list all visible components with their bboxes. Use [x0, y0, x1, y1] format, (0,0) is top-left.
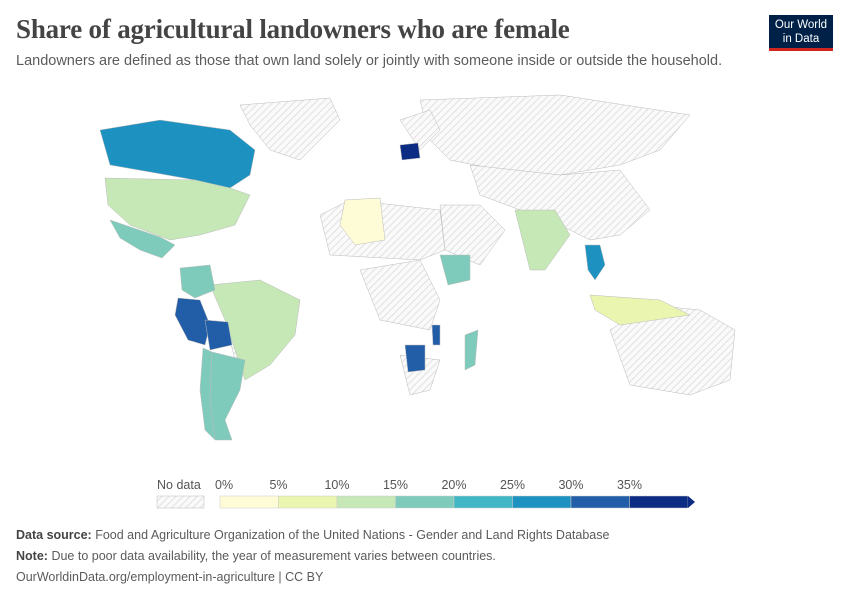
no-data-greenland[interactable]: [239, 97, 341, 161]
country-chile[interactable]: [199, 347, 216, 441]
country-botswana[interactable]: [404, 344, 426, 373]
legend-tick-label: 20%: [441, 478, 466, 492]
country-malawi[interactable]: [431, 324, 441, 346]
legend-tick-label: 5%: [269, 478, 287, 492]
note: Note: Due to poor data availability, the…: [16, 549, 496, 563]
legend-bin-swatch: [629, 495, 689, 509]
world-map[interactable]: No data 0% 5% 10% 15% 20% 25% 30% 35%: [0, 90, 850, 510]
chart-title: Share of agricultural landowners who are…: [16, 14, 570, 44]
country-madagascar[interactable]: [464, 329, 479, 371]
country-mexico[interactable]: [109, 219, 176, 259]
legend-bin-swatch: [395, 495, 455, 509]
legend-tick-label: 35%: [617, 478, 642, 492]
country-bolivia[interactable]: [204, 319, 233, 351]
country-united-states[interactable]: [104, 177, 251, 241]
legend-tick-label: 0%: [215, 478, 233, 492]
legend-no-data-swatch: [156, 495, 205, 509]
note-text: Due to poor data availability, the year …: [51, 549, 496, 563]
legend-bin-swatch: [453, 495, 513, 509]
chart-subtitle: Landowners are defined as those that own…: [16, 53, 723, 69]
legend-bin-swatch: [570, 495, 630, 509]
legend-bin-swatch: [278, 495, 338, 509]
source-note: Data source: Food and Agriculture Organi…: [16, 528, 609, 542]
footer-url[interactable]: OurWorldinData.org/employment-in-agricul…: [16, 570, 324, 584]
country-canada[interactable]: [99, 119, 256, 189]
country-colombia[interactable]: [179, 264, 216, 299]
no-data-central-africa-nodata[interactable]: [359, 259, 441, 331]
note-label: Note:: [16, 549, 48, 563]
no-data-central-asia-china[interactable]: [469, 164, 651, 241]
country-peru[interactable]: [174, 297, 211, 346]
country-poland[interactable]: [399, 142, 421, 161]
country-india[interactable]: [514, 209, 571, 271]
no-data-europe-nodata[interactable]: [399, 109, 441, 151]
legend-bin-swatch: [336, 495, 396, 509]
legend-arrow-icon: [688, 496, 695, 508]
owid-logo[interactable]: Our World in Data: [769, 15, 833, 51]
country-algeria[interactable]: [339, 197, 386, 246]
country-argentina[interactable]: [209, 351, 246, 441]
no-data-russia[interactable]: [419, 94, 691, 176]
legend-tick-label: 30%: [558, 478, 583, 492]
legend-tick-label: 25%: [500, 478, 525, 492]
legend-bin-swatch: [512, 495, 572, 509]
source-label: Data source:: [16, 528, 92, 542]
legend-no-data-label: No data: [157, 478, 201, 492]
country-ethiopia[interactable]: [439, 254, 471, 286]
map-legend: No data 0% 5% 10% 15% 20% 25% 30% 35%: [156, 478, 695, 509]
source-text: Food and Agriculture Organization of the…: [95, 528, 610, 542]
country-indonesia[interactable]: [589, 294, 691, 326]
country-thailand[interactable]: [584, 244, 606, 281]
legend-tick-label: 10%: [324, 478, 349, 492]
legend-bin-swatch: [219, 495, 279, 509]
legend-tick-label: 15%: [383, 478, 408, 492]
